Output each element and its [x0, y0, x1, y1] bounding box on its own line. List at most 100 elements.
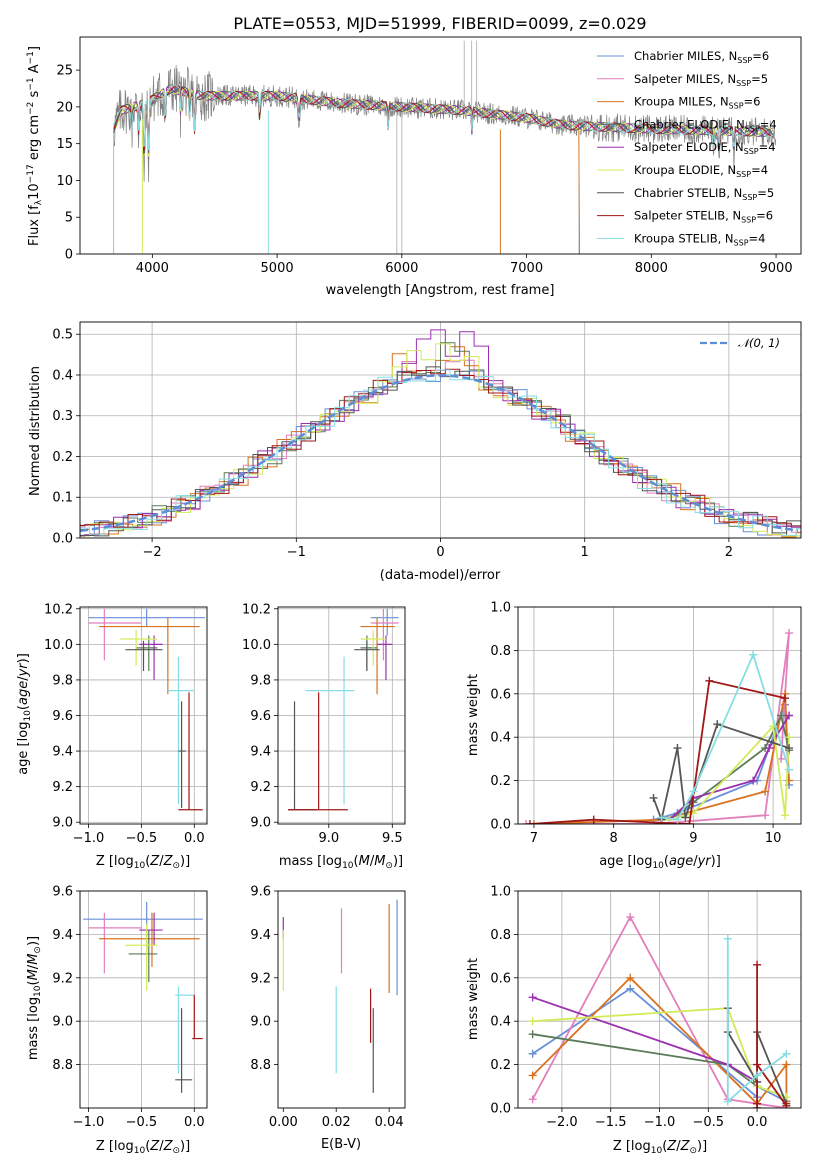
weight-point-marker [528, 1071, 537, 1080]
axes-frame [79, 36, 802, 255]
errorbar-plot-area [88, 608, 205, 811]
weight-point-marker [785, 629, 794, 638]
residual-histogram-panel: −2 −1 0 1 2 0.0 0.1 0.2 0.3 0.4 0.5 [52, 321, 802, 560]
y-tick-label: 0.8 [490, 644, 511, 659]
weight-series-line [532, 1007, 787, 1099]
weight-point-marker [649, 820, 658, 824]
weight-point-marker [525, 820, 534, 824]
weight-point-marker [528, 1017, 537, 1026]
spectrum-legend: Chabrier MILES, NSSP=6 Salpeter MILES, NS… [597, 49, 777, 247]
y-tick-label: 9.4 [52, 928, 73, 943]
x-tick-label: −0.5 [126, 1115, 158, 1130]
y-tick-label: 9.4 [250, 928, 271, 943]
x-tick-label: 8 [610, 831, 618, 846]
weight-point-marker [782, 1060, 791, 1069]
y-tick-label: 8.8 [52, 1058, 73, 1073]
legend-label: Chabrier STELIB, NSSP=5 [634, 186, 774, 202]
weight-point-marker [723, 1097, 732, 1106]
weight-point-marker [765, 744, 774, 753]
weight-point-marker [777, 711, 786, 720]
y-tick-label: 20 [56, 100, 73, 115]
y-tick-label: 5 [65, 211, 73, 226]
x-tick-label: −2.0 [546, 1115, 578, 1130]
x-tick-label: 10 [765, 831, 782, 846]
weight-point-marker [785, 744, 794, 753]
weight-point-marker [681, 813, 690, 822]
x-tick-label: 0.04 [375, 1115, 404, 1130]
histogram-step-line [80, 368, 801, 528]
weight-point-marker [761, 811, 770, 820]
wAge-ylabel: mass weight [466, 674, 481, 756]
errorbar-plot-area [282, 899, 398, 1093]
mZ-xlabel: Z [log10(Z/Z⊙)] [96, 1139, 190, 1156]
axes-frame [79, 321, 802, 539]
weight-point-marker [528, 993, 537, 1002]
observed-spectrum-line [113, 64, 777, 183]
weight-point-marker [781, 694, 790, 703]
x-tick-label: −0.5 [693, 1115, 725, 1130]
y-tick-label: 10.2 [44, 602, 73, 617]
ageZ-ylabel: age [log10(age/yr)] [16, 653, 33, 775]
y-tick-label: 25 [56, 64, 73, 79]
ageM-xlabel: mass [log10(M/M⊙)] [279, 854, 403, 871]
model-spectrum-line [113, 84, 581, 254]
axes-frame [79, 606, 208, 825]
y-tick-label: 9.2 [250, 971, 271, 986]
weight-point-marker [521, 820, 530, 824]
histogram-ylabel: Normed distribution [28, 366, 43, 496]
x-tick-label: −1 [287, 545, 306, 560]
weight-point-marker [673, 815, 682, 824]
x-tick-label: 7 [530, 831, 538, 846]
x-tick-label: −1.0 [644, 1115, 676, 1130]
y-tick-label: 0.1 [52, 491, 73, 506]
y-tick-label: 0.2 [490, 774, 511, 789]
y-tick-label: 1.0 [490, 885, 511, 900]
x-tick-label: −1.0 [73, 831, 105, 846]
x-tick-label: 0.02 [322, 1115, 351, 1130]
model-spectrum-line [113, 84, 774, 152]
weight-point-marker [713, 720, 722, 729]
x-tick-label: 9.5 [382, 831, 403, 846]
mZ-ylabel: mass [log10(M/M⊙)] [26, 936, 43, 1060]
y-tick-label: 9.6 [52, 709, 73, 724]
weight-series-line [652, 723, 790, 823]
mE-xlabel: E(B-V) [321, 1137, 361, 1152]
y-tick-label: 9.0 [52, 1015, 73, 1030]
weight-point-marker [753, 1060, 762, 1069]
y-tick-label: 9.0 [52, 816, 73, 831]
normal-curve-legend-label: 𝒩(0, 1) [738, 336, 780, 350]
figure-title: PLATE=0553, MJD=51999, FIBERID=0099, z=0… [233, 14, 646, 33]
normal-curve-line [80, 374, 799, 533]
histogram-xlabel: (data-model)/error [380, 568, 501, 583]
weight-series-line [529, 679, 786, 824]
weight-point-marker [529, 820, 538, 824]
y-tick-label: 0 [65, 248, 73, 263]
weight-series-line [726, 938, 787, 1104]
weight-plot-area [528, 913, 791, 1108]
weight-vs-age-panel: 7 8 9 10 0.0 0.2 0.4 0.6 0.8 1.0 [490, 601, 802, 846]
x-tick-label: −2 [143, 545, 162, 560]
weight-point-marker [626, 913, 635, 922]
legend-label: Kroupa STELIB, NSSP=4 [634, 231, 765, 247]
weight-point-marker [657, 813, 666, 822]
y-tick-label: 9.2 [52, 780, 73, 795]
y-tick-label: 0.4 [490, 1015, 511, 1030]
x-tick-label: −0.5 [126, 831, 158, 846]
y-tick-label: 9.2 [250, 780, 271, 795]
mass-vs-extinction-panel: 0.00 0.02 0.04 8.8 9.0 9.2 9.4 9.6 [250, 885, 406, 1130]
weight-point-marker [705, 676, 714, 685]
wAge-xlabel: age [log10(age/yr)] [599, 854, 721, 871]
weight-vs-metallicity-panel: −2.0 −1.5 −1.0 −0.5 0.0 0.0 0.2 0.4 0.6 0.8 1.0 [490, 885, 802, 1130]
histogram-step-line [80, 366, 801, 538]
axes-frame [277, 890, 406, 1109]
weight-point-marker [689, 787, 698, 796]
weight-point-marker [785, 765, 794, 774]
y-tick-label: 9.0 [250, 1015, 271, 1030]
x-tick-label: 8000 [635, 261, 668, 276]
y-tick-label: 0.0 [52, 532, 73, 547]
y-tick-label: 9.6 [52, 885, 73, 900]
weight-plot-area [521, 629, 794, 824]
x-tick-label: 0.0 [184, 1115, 205, 1130]
y-tick-label: 0.4 [52, 368, 73, 383]
y-tick-label: 9.4 [52, 745, 73, 760]
